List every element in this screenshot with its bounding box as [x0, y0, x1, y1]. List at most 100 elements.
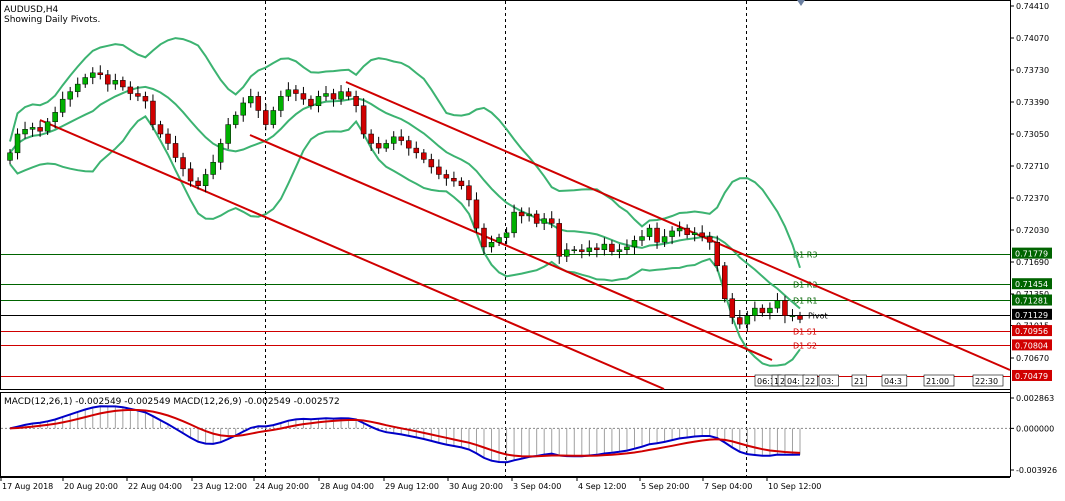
symbol-title: AUDUSD,H4	[4, 5, 59, 15]
price-tick-label-8: 0.71690	[1016, 258, 1049, 267]
candle-body-97	[737, 317, 743, 325]
candle-body-100	[759, 307, 766, 314]
candle-body-91	[691, 232, 698, 235]
scroll-label-5: 03:	[821, 377, 834, 386]
candle-body-62	[473, 199, 480, 229]
scroll-box-5	[818, 374, 839, 387]
candle-body-66	[503, 232, 510, 238]
candle-body-4	[37, 127, 43, 132]
price-axis: 0.74410 0.74070 0.73730 0.73390 0.73050 0.727…	[1010, 2, 1057, 475]
candle-body-101	[767, 307, 773, 314]
macd-tick-label-1: 0.000000	[1016, 424, 1054, 433]
pivot-subtitle: Showing Daily Pivots.	[4, 15, 100, 25]
candle-body-20	[157, 124, 164, 135]
candle-body-74	[564, 249, 570, 257]
scroll-label-8: 21:00	[926, 377, 949, 386]
candle-body-99	[752, 307, 758, 316]
macd-tick-label-2: -0.003926	[1016, 466, 1057, 475]
candle-body-71	[541, 218, 547, 224]
pivot-lines: D1 R3 D1 R2 D1 R1 Pivot D1 S1 D1 S2	[1, 251, 1010, 377]
macd-label: MACD(12,26,1) -0.002549 -0.002549 MACD(1…	[4, 397, 340, 407]
candle-body-73	[556, 223, 562, 257]
candle-body-42	[323, 93, 329, 97]
chart-shift-icon[interactable]	[797, 0, 805, 6]
candle-body-85	[646, 227, 653, 237]
candle-body-25	[195, 180, 201, 187]
time-label-1: 20 Aug 20:00	[64, 482, 118, 491]
trend-channel	[39, 81, 1011, 390]
candle-body-43	[330, 93, 337, 100]
candle-body-41	[315, 96, 322, 107]
candle-body-16	[127, 86, 134, 94]
pivot-label-3: Pivot	[808, 312, 828, 321]
candle-body-26	[202, 174, 209, 187]
candle-body-60	[458, 180, 465, 187]
candle-body-86	[654, 227, 660, 243]
candle-body-77	[586, 247, 593, 252]
pivot-price-label-6: 0.70479	[1015, 372, 1048, 381]
candle-body-75	[571, 249, 578, 252]
channel-lower	[39, 119, 665, 390]
candle-body-37	[285, 89, 292, 97]
time-label-3: 23 Aug 12:00	[193, 482, 247, 491]
candle-body-105	[797, 315, 803, 320]
candle-body-15	[120, 80, 126, 88]
scroll-box-4	[802, 374, 818, 387]
candle-body-47	[360, 105, 367, 135]
macd-indicator	[1, 405, 1010, 464]
candle-body-61	[466, 185, 472, 201]
candle-body-92	[699, 232, 705, 237]
macd-tick-label-0: 0.002863	[1016, 394, 1054, 403]
bollinger-upper	[9, 37, 801, 269]
candle-body-84	[639, 236, 645, 241]
candle-body-6	[52, 112, 58, 123]
vertical-grid	[265, 1, 747, 476]
candle-body-70	[533, 213, 540, 224]
candle-body-1	[14, 133, 21, 154]
time-label-4: 24 Aug 20:00	[255, 482, 309, 491]
candle-body-72	[548, 218, 555, 224]
candle-body-31	[240, 102, 246, 116]
candle-body-52	[398, 136, 404, 141]
candle-body-96	[729, 298, 736, 318]
candle-body-7	[59, 98, 66, 113]
candle-body-82	[624, 246, 630, 251]
candle-body-94	[714, 241, 720, 267]
scroll-label-0: 06:1	[757, 377, 775, 386]
time-label-5: 28 Aug 04:00	[320, 482, 374, 491]
candle-body-90	[684, 227, 690, 235]
candle-body-24	[187, 168, 194, 182]
price-tick-label-11: 0.70670	[1016, 354, 1049, 363]
candle-body-68	[518, 211, 525, 217]
candle-body-58	[443, 174, 450, 179]
candle-body-46	[353, 96, 359, 107]
scroll-label-4: 22	[805, 377, 815, 386]
candle-body-102	[774, 300, 781, 309]
scroll-label-7: 04:3	[884, 377, 902, 386]
candle-body-88	[669, 230, 675, 237]
scroll-box-7	[881, 374, 908, 387]
price-tick-label-4: 0.73050	[1016, 130, 1049, 139]
candle-body-27	[210, 161, 216, 175]
candle-body-23	[180, 157, 186, 170]
candle-body-40	[308, 98, 314, 107]
candle-body-54	[413, 147, 420, 154]
pivot-label-1: D1 R2	[793, 281, 817, 290]
pivot-price-box-0	[1012, 247, 1052, 259]
candle-body-35	[270, 110, 277, 125]
scroll-label-6: 21	[854, 377, 864, 386]
candlesticks	[7, 65, 803, 332]
scroll-label-1: 1	[774, 377, 779, 386]
candle-body-30	[232, 114, 239, 125]
candle-body-59	[451, 177, 457, 182]
candle-body-63	[481, 227, 487, 248]
pivot-label-5: D1 S2	[793, 342, 817, 351]
time-label-6: 29 Aug 12:00	[385, 482, 439, 491]
time-label-11: 7 Sep 04:00	[704, 482, 752, 491]
pivot-price-box-4	[1012, 325, 1052, 337]
pivot-price-box-5	[1012, 339, 1052, 351]
pivot-price-label-5: 0.70804	[1015, 341, 1048, 350]
macd-line	[9, 405, 801, 464]
